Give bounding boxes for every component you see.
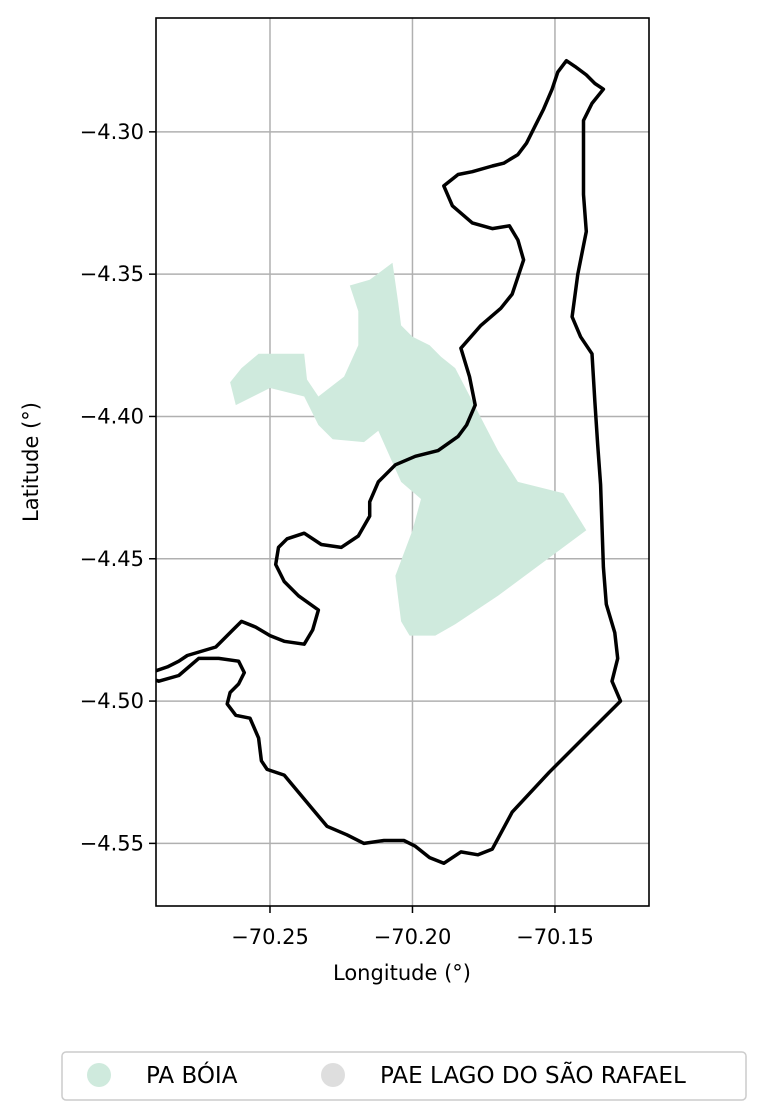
pa-boia-polygon [230,262,587,636]
y-tick-label: −4.30 [80,120,144,144]
legend-label-pa-boia: PA BÓIA [146,1061,238,1089]
legend-marker-pae-lago [321,1063,345,1087]
x-axis-title: Longitude (°) [333,961,471,985]
legend-label-pae-lago: PAE LAGO DO SÃO RAFAEL [380,1061,686,1089]
legend-marker-pa-boia [87,1063,111,1087]
axis-ticks: −70.25 −70.20 −70.15 −4.30 −4.35 −4.40 −4.45 −4… [80,120,594,949]
map-layers [156,58,623,866]
x-tick-label: −70.15 [516,925,594,949]
y-tick-label: −4.40 [80,404,144,428]
legend-frame [61,1051,747,1101]
y-tick-label: −4.55 [80,831,144,855]
x-tick-label: −70.25 [231,925,309,949]
plot-frame [155,17,650,907]
y-axis-title: Latitude (°) [19,402,43,522]
y-tick-label: −4.35 [80,262,144,286]
pae-lago-outline [156,58,623,866]
x-tick-label: −70.20 [374,925,452,949]
legend: PA BÓIA PAE LAGO DO SÃO RAFAEL [61,1051,747,1101]
y-tick-label: −4.50 [80,689,144,713]
y-tick-label: −4.45 [80,547,144,571]
